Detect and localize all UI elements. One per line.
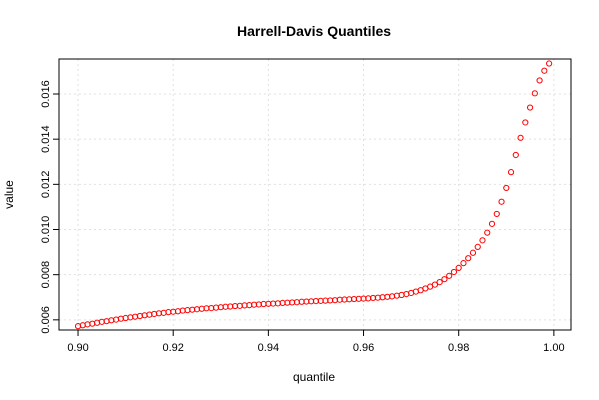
x-tick-label: 1.00 xyxy=(543,342,564,354)
data-point xyxy=(503,184,510,192)
data-point xyxy=(493,210,500,218)
y-tick-label: 0.008 xyxy=(40,261,52,289)
data-point xyxy=(517,134,524,141)
data-point xyxy=(436,279,443,286)
data-point xyxy=(531,90,538,97)
data-point xyxy=(488,220,496,227)
data-point xyxy=(541,67,548,74)
y-tick-label: 0.016 xyxy=(40,80,52,108)
data-point xyxy=(441,276,448,283)
data-point xyxy=(465,255,472,262)
data-point xyxy=(526,104,534,111)
y-axis-label: value xyxy=(2,180,16,209)
data-point xyxy=(522,119,529,126)
data-point xyxy=(536,77,543,84)
x-tick-label: 0.96 xyxy=(353,342,374,354)
data-point xyxy=(446,272,453,279)
data-point xyxy=(431,281,439,288)
y-tick-label: 0.014 xyxy=(40,125,52,153)
chart-title: Harrell-Davis Quantiles xyxy=(237,23,391,39)
data-point xyxy=(450,268,458,276)
data-point xyxy=(455,264,462,271)
data-point xyxy=(512,151,519,159)
data-point xyxy=(469,249,477,256)
x-tick-label: 0.90 xyxy=(67,342,88,354)
data-point xyxy=(546,60,553,67)
grid xyxy=(59,59,571,330)
data-point xyxy=(460,260,467,267)
x-tick-label: 0.98 xyxy=(448,342,469,354)
x-axis: 0.90 0.92 0.94 0.96 0.98 1.00 xyxy=(67,329,565,354)
data-point xyxy=(474,243,481,250)
x-axis-label: quantile xyxy=(293,370,335,384)
data-point xyxy=(507,169,515,176)
x-tick-label: 0.92 xyxy=(162,342,183,354)
x-tick-label: 0.94 xyxy=(258,342,279,354)
y-tick-label: 0.012 xyxy=(40,171,52,199)
plot-frame xyxy=(58,58,572,331)
data-points xyxy=(74,60,553,330)
data-point xyxy=(498,198,505,205)
y-tick-label: 0.006 xyxy=(40,306,52,334)
data-point xyxy=(479,237,486,244)
data-point xyxy=(484,229,491,236)
y-axis: 0.006 0.008 0.010 0.012 0.014 0.016 xyxy=(40,80,60,334)
y-tick-label: 0.010 xyxy=(40,216,52,244)
